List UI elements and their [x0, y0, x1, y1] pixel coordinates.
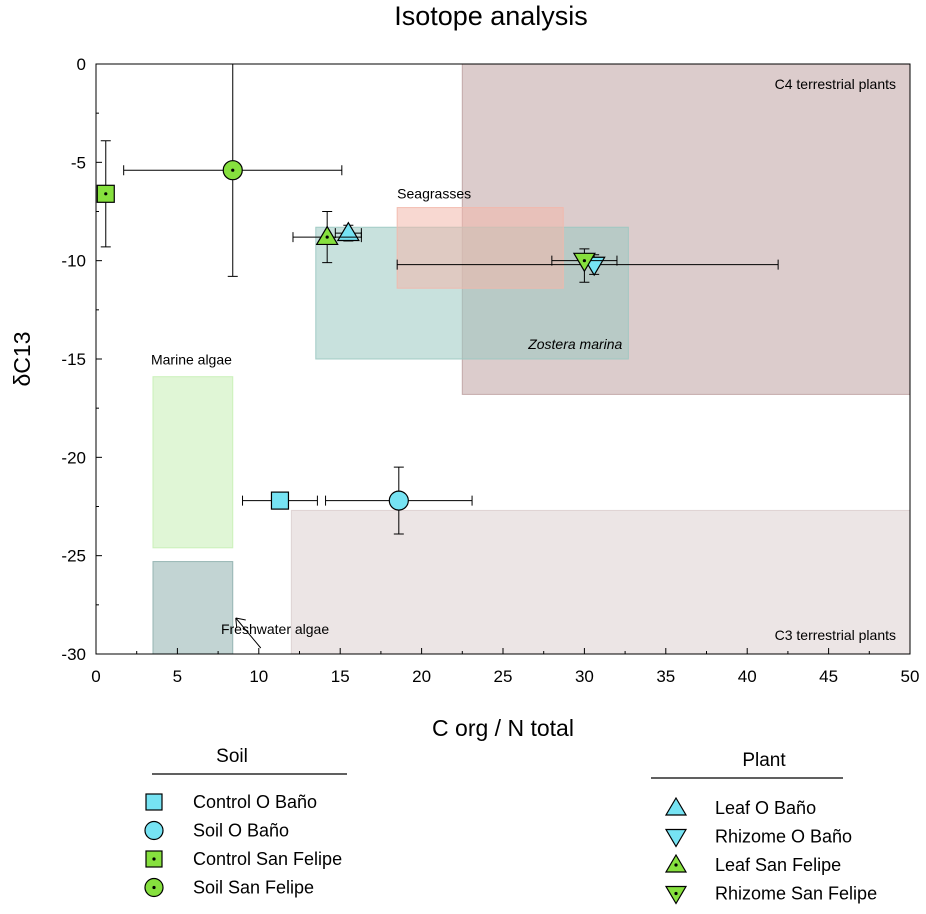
- region-seagrasses: [396, 207, 564, 289]
- series-control-san-felipe: [96, 140, 115, 248]
- region-label-seagrasses: Seagrasses: [397, 186, 471, 202]
- x-tick-label: 20: [412, 667, 431, 686]
- series-soil-o-bano: [325, 466, 473, 535]
- legend-item-leaf-o-bano: Leaf O Baño: [664, 796, 816, 818]
- x-tick-label: 30: [575, 667, 594, 686]
- data-point: [222, 160, 243, 181]
- x-tick-label: 35: [656, 667, 675, 686]
- y-tick-label: -25: [61, 547, 86, 566]
- data-point: [315, 225, 339, 246]
- freshwater-algae-arrow: [235, 617, 262, 649]
- axis-ticks: 0 5 10 15 20 25 30 35 40 45 50 0 -5 -10 -15 -20 -25 -30: [61, 55, 919, 686]
- y-tick-label: -15: [61, 350, 86, 369]
- data-point: [336, 221, 360, 242]
- legend-marker: [664, 796, 688, 816]
- series-leaf-san-felipe: [292, 211, 362, 264]
- y-tick-label: -20: [61, 448, 86, 467]
- region-freshwater-algae: [152, 561, 234, 655]
- region-label-freshwater-algae: Freshwater algae: [221, 621, 329, 637]
- legend-item-control-o-bano: Control O Baño: [145, 792, 317, 812]
- region-label-c4-terrestrial-plants: C4 terrestrial plants: [775, 76, 896, 92]
- data-point: [388, 490, 409, 511]
- series-leaf-o-bano: [334, 221, 362, 242]
- series-rhizome-san-felipe: [551, 248, 618, 283]
- legend-label: Control O Baño: [193, 792, 317, 812]
- legend-marker: [664, 885, 688, 905]
- y-tick-label: -5: [71, 153, 86, 172]
- legend-label: Control San Felipe: [193, 849, 342, 869]
- y-axis-title: δC13: [9, 332, 35, 387]
- data-point: [270, 491, 290, 510]
- region-marine-algae: [152, 376, 234, 549]
- legend-marker: [144, 877, 164, 898]
- data-point: [96, 184, 115, 203]
- legend-marker: [145, 793, 163, 811]
- legend-item-rhizome-san-felipe: Rhizome San Felipe: [664, 884, 877, 905]
- legend-marker: [144, 820, 164, 841]
- legend-label: Soil O Baño: [193, 821, 289, 841]
- region-label-marine-algae: Marine algae: [151, 352, 232, 368]
- legend-item-control-san-felipe: Control San Felipe: [145, 849, 342, 869]
- x-tick-label: 15: [331, 667, 350, 686]
- y-tick-label: 0: [77, 55, 86, 74]
- legend-title-plant: Plant: [742, 750, 786, 771]
- y-tick-label: -30: [61, 645, 86, 664]
- legend-item-soil-san-felipe: Soil San Felipe: [144, 877, 314, 898]
- regions-layer: C4 terrestrial plants C3 terrestrial plan…: [151, 63, 911, 655]
- x-tick-label: 40: [738, 667, 757, 686]
- legend: Soil Control O Baño Soil O Baño Control San…: [144, 746, 877, 905]
- legend-label: Leaf O Baño: [715, 798, 816, 818]
- x-tick-label: 5: [173, 667, 182, 686]
- legend-marker: [664, 828, 688, 848]
- series-soil-san-felipe: [123, 63, 343, 277]
- series-control-o-bano: [242, 491, 318, 510]
- region-label-zostera-marina: Zostera marina: [527, 336, 622, 352]
- x-tick-label: 25: [494, 667, 513, 686]
- data-point: [572, 252, 596, 273]
- chart-title: Isotope analysis: [394, 1, 588, 31]
- legend-label: Rhizome O Baño: [715, 827, 852, 847]
- legend-item-rhizome-o-bano: Rhizome O Baño: [664, 827, 852, 848]
- legend-label: Rhizome San Felipe: [715, 884, 877, 904]
- data-points-layer: [96, 63, 779, 535]
- legend-title-soil: Soil: [216, 746, 248, 767]
- legend-label: Leaf San Felipe: [715, 855, 841, 875]
- x-tick-label: 0: [91, 667, 100, 686]
- x-tick-label: 10: [249, 667, 268, 686]
- legend-marker: [664, 853, 688, 873]
- x-tick-label: 50: [901, 667, 920, 686]
- legend-marker: [145, 850, 163, 868]
- x-axis-title: C org / N total: [432, 715, 574, 741]
- x-tick-label: 45: [819, 667, 838, 686]
- legend-item-soil-o-bano: Soil O Baño: [144, 820, 289, 841]
- y-tick-label: -10: [61, 252, 86, 271]
- legend-item-leaf-san-felipe: Leaf San Felipe: [664, 853, 841, 875]
- legend-label: Soil San Felipe: [193, 878, 314, 898]
- region-label-c3-terrestrial-plants: C3 terrestrial plants: [775, 627, 896, 643]
